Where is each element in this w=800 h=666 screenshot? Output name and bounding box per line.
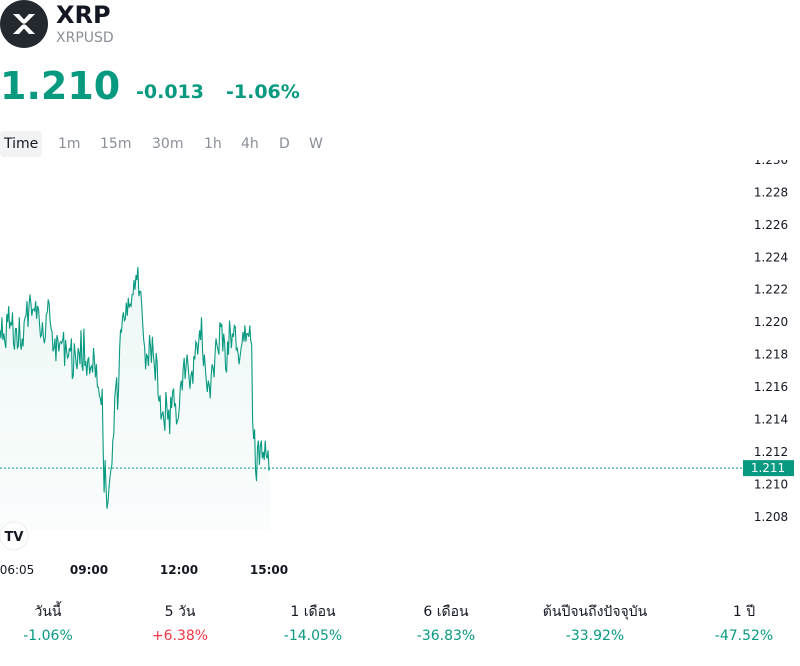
time-tick-label: 09:00 bbox=[70, 563, 108, 577]
stat-1-year[interactable]: 1 ปี -47.52% bbox=[696, 600, 792, 648]
stat-value: -33.92% bbox=[565, 628, 625, 644]
price-change: -0.013 bbox=[136, 81, 204, 103]
stat-label: 6 เดือน bbox=[423, 604, 469, 620]
price-area bbox=[0, 267, 270, 530]
tab-4h[interactable]: 4h bbox=[241, 136, 259, 152]
stat-label: 1 ปี bbox=[732, 604, 756, 620]
stat-label: วันนี้ bbox=[34, 604, 62, 620]
price-tick-label: 1.228 bbox=[754, 185, 788, 199]
stat-today[interactable]: วันนี้ -1.06% bbox=[0, 600, 96, 648]
price-change-percent: -1.06% bbox=[226, 81, 300, 103]
time-tick-label: 15:00 bbox=[250, 563, 288, 577]
stat-value: +6.38% bbox=[151, 628, 209, 644]
stat-value: -36.83% bbox=[416, 628, 476, 644]
price-tick-label: 1.218 bbox=[754, 348, 788, 362]
price-tick-label: 1.222 bbox=[754, 283, 788, 297]
stat-value: -1.06% bbox=[23, 628, 73, 644]
stat-label: 1 เดือน bbox=[290, 604, 336, 620]
stat-ytd[interactable]: ต้นปีจนถึงปัจจุบัน -33.92% bbox=[530, 600, 660, 648]
tab-1m[interactable]: 1m bbox=[58, 136, 81, 152]
stat-1-month[interactable]: 1 เดือน -14.05% bbox=[265, 600, 361, 648]
performance-stats: วันนี้ -1.06% 5 วัน +6.38% 1 เดือน -14.0… bbox=[0, 600, 800, 666]
price-chart[interactable]: 1.208 1.210 1.212 1.214 1.216 1.218 1.220 1.222… bbox=[0, 160, 800, 590]
price-tick-label: 1.224 bbox=[754, 250, 788, 264]
time-tick-label: 06:05 bbox=[0, 563, 34, 577]
price-tick-label: 1.220 bbox=[754, 315, 788, 329]
time-tick-label: 12:00 bbox=[160, 563, 198, 577]
tab-d[interactable]: D bbox=[279, 136, 290, 152]
stat-6-months[interactable]: 6 เดือน -36.83% bbox=[398, 600, 494, 648]
tradingview-logo[interactable]: TV bbox=[0, 521, 29, 551]
price-tick-label: 1.226 bbox=[754, 218, 788, 232]
last-price-label: 1.211 bbox=[743, 460, 794, 477]
svg-text:TV: TV bbox=[5, 530, 24, 545]
stat-value: -47.52% bbox=[714, 628, 774, 644]
tab-1h[interactable]: 1h bbox=[204, 136, 222, 152]
symbol-name: XRP bbox=[56, 1, 111, 29]
tab-15m[interactable]: 15m bbox=[100, 136, 132, 152]
symbol-ticker: XRPUSD bbox=[56, 30, 114, 46]
price-tick-label: 1.214 bbox=[754, 412, 788, 426]
time-axis: 06:05 09:00 12:00 15:00 bbox=[0, 563, 288, 577]
last-price: 1.210 bbox=[0, 64, 121, 108]
svg-text:1.211: 1.211 bbox=[751, 461, 785, 475]
stat-label: ต้นปีจนถึงปัจจุบัน bbox=[542, 604, 648, 620]
stat-value: -14.05% bbox=[283, 628, 343, 644]
price-axis: 1.208 1.210 1.212 1.214 1.216 1.218 1.220 1.222… bbox=[754, 160, 788, 524]
tab-30m[interactable]: 30m bbox=[152, 136, 184, 152]
price-tick-label: 1.210 bbox=[754, 477, 788, 491]
price-tick-label: 1.212 bbox=[754, 445, 788, 459]
xrp-logo-icon bbox=[0, 0, 48, 48]
price-tick-label: 1.230 bbox=[754, 160, 788, 167]
tab-w[interactable]: W bbox=[309, 136, 323, 152]
stat-5-days[interactable]: 5 วัน +6.38% bbox=[132, 600, 228, 648]
stat-label: 5 วัน bbox=[164, 604, 196, 620]
price-line bbox=[0, 266, 271, 509]
price-tick-label: 1.208 bbox=[754, 510, 788, 524]
price-tick-label: 1.216 bbox=[754, 380, 788, 394]
tab-time[interactable]: Time bbox=[0, 131, 43, 157]
